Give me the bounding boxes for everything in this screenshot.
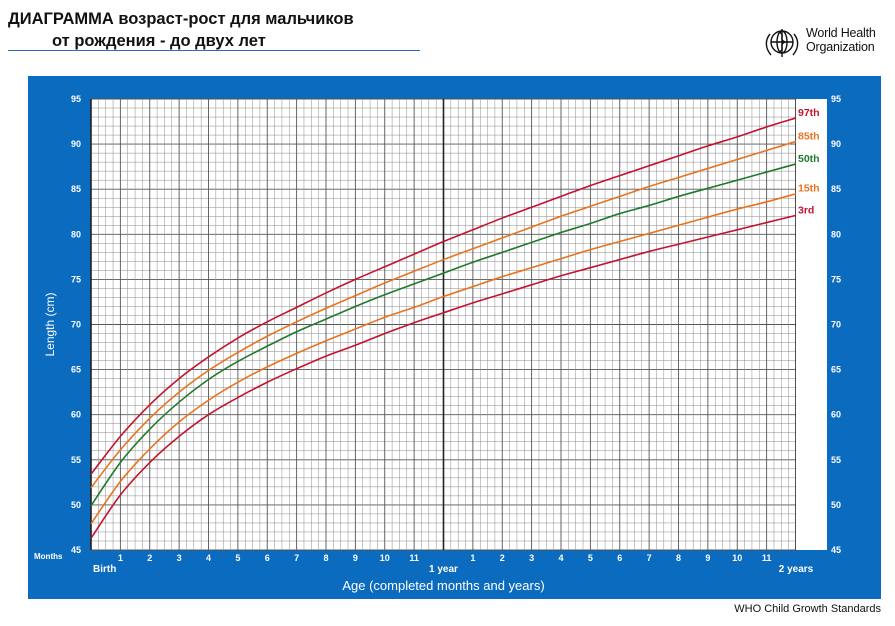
x-tick-label: 5 xyxy=(235,553,240,563)
footer-credit: WHO Child Growth Standards xyxy=(734,603,881,615)
x-tick-label: 3 xyxy=(529,553,534,563)
series-label-column xyxy=(796,99,827,550)
y-tick-label-left: 95 xyxy=(71,94,81,104)
y-tick-label-left: 85 xyxy=(71,184,81,194)
y-tick-label-right: 85 xyxy=(831,184,841,194)
x-tick-label: 1 year xyxy=(429,564,458,575)
x-tick-label: 2 xyxy=(147,553,152,563)
series-line-97th xyxy=(90,117,797,475)
y-tick-label-left: 70 xyxy=(71,320,81,330)
title-line-1: ДИАГРАММА возраст-рост для мальчиков xyxy=(8,10,354,28)
x-tick-label: 2 xyxy=(500,553,505,563)
series-line-85th xyxy=(90,140,797,489)
x-tick-label: 10 xyxy=(380,553,390,563)
y-tick-label-left: 65 xyxy=(71,365,81,375)
series-line-3rd xyxy=(90,214,797,539)
who-logo-line-2: Organization xyxy=(806,40,875,54)
x-tick-label: 1 xyxy=(118,553,123,563)
y-tick-label-left: 55 xyxy=(71,455,81,465)
y-tick-label-right: 80 xyxy=(831,229,841,239)
series-label-15th: 15th xyxy=(798,183,820,195)
series-line-50th xyxy=(90,163,797,507)
x-tick-label: 7 xyxy=(294,553,299,563)
y-tick-label-right: 90 xyxy=(831,139,841,149)
who-logo: World Health Organization xyxy=(762,24,886,62)
series-label-50th: 50th xyxy=(798,153,820,165)
y-tick-label-left: 80 xyxy=(71,229,81,239)
x-axis-label: Age (completed months and years) xyxy=(342,578,544,593)
series-label-3rd: 3rd xyxy=(798,204,814,216)
y-tick-label-right: 70 xyxy=(831,320,841,330)
x-tick-label: 5 xyxy=(588,553,593,563)
y-tick-label-right: 65 xyxy=(831,365,841,375)
x-tick-label: 8 xyxy=(323,553,328,563)
y-tick-label-left: 60 xyxy=(71,410,81,420)
title-line-2: от рождения - до двух лет xyxy=(52,32,266,50)
y-tick-label-right: 60 xyxy=(831,410,841,420)
series-label-97th: 97th xyxy=(798,107,820,119)
title-underline xyxy=(8,50,420,51)
x-tick-label: 3 xyxy=(177,553,182,563)
y-tick-label-right: 55 xyxy=(831,455,841,465)
series-line-15th xyxy=(90,192,797,525)
who-emblem-icon xyxy=(765,29,799,57)
x-tick-label: 11 xyxy=(409,553,419,563)
y-tick-label-left: 50 xyxy=(71,500,81,510)
x-tick-label: 10 xyxy=(732,553,742,563)
y-tick-label-right: 45 xyxy=(831,545,841,555)
x-tick-label: 6 xyxy=(617,553,622,563)
x-tick-label: 4 xyxy=(206,553,211,563)
y-tick-label-left: 45 xyxy=(71,545,81,555)
x-tick-label: 6 xyxy=(265,553,270,563)
who-logo-text: World Health Organization xyxy=(806,26,876,54)
x-tick-label: 9 xyxy=(353,553,358,563)
x-tick-label: 11 xyxy=(762,553,772,563)
x-tick-label: 2 years xyxy=(779,564,814,575)
y-axis-label: Length (cm) xyxy=(43,292,57,356)
who-logo-line-1: World Health xyxy=(806,26,876,40)
chart-title: ДИАГРАММА возраст-рост для мальчиков от … xyxy=(8,8,354,52)
x-tick-label: 7 xyxy=(647,553,652,563)
x-unit-label: Months xyxy=(34,552,63,561)
x-tick-label: Birth xyxy=(93,564,116,575)
y-tick-label-right: 95 xyxy=(831,94,841,104)
y-tick-label-left: 90 xyxy=(71,139,81,149)
series-label-85th: 85th xyxy=(798,130,820,142)
x-tick-label: 1 xyxy=(470,553,475,563)
y-tick-label-right: 50 xyxy=(831,500,841,510)
x-tick-label: 4 xyxy=(558,553,563,563)
grid xyxy=(90,98,797,551)
y-tick-label-left: 75 xyxy=(71,274,81,284)
x-tick-label: 8 xyxy=(676,553,681,563)
x-tick-label: 9 xyxy=(705,553,710,563)
y-tick-label-right: 75 xyxy=(831,274,841,284)
